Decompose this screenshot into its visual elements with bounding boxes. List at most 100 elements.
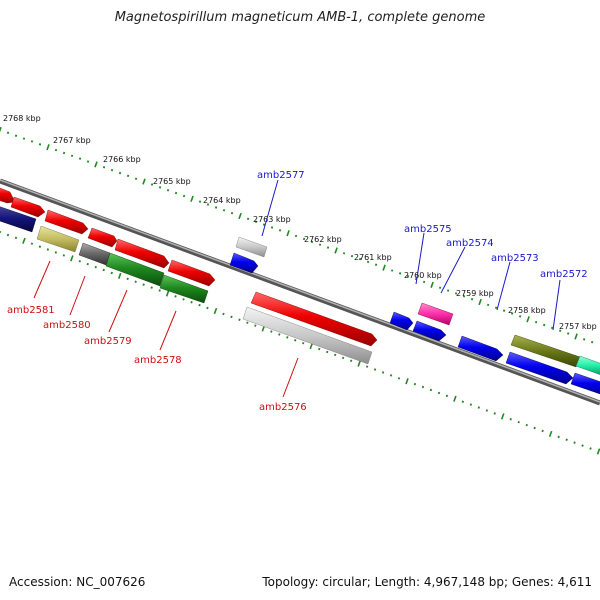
ruler-minor-tick xyxy=(502,309,506,312)
gene-amb2580-box[interactable] xyxy=(36,225,80,253)
ruler-minor-tick xyxy=(342,252,346,255)
ruler-minor-tick xyxy=(397,377,401,380)
gene-amb2581-box[interactable] xyxy=(0,205,37,233)
gene-amb2578-box[interactable] xyxy=(159,274,209,304)
ruler-minor-tick xyxy=(142,283,145,286)
ruler-minor-tick xyxy=(294,234,298,238)
connector-amb2573 xyxy=(496,261,511,311)
ruler-major-tick xyxy=(0,126,2,133)
gene-blue-arrow[interactable] xyxy=(229,252,259,274)
ruler-minor-tick xyxy=(349,359,353,363)
ruler-minor-tick xyxy=(406,275,410,278)
ruler-minor-tick xyxy=(86,262,89,266)
ruler-minor-tick xyxy=(206,306,209,310)
ruler-minor-tick xyxy=(413,382,417,386)
gene-label-amb2573[interactable]: amb2573 xyxy=(491,253,539,264)
ruler-minor-tick xyxy=(174,191,178,195)
gene-amb2579-green-box[interactable] xyxy=(105,252,165,287)
ruler-minor-tick xyxy=(110,271,113,275)
gene-amb2575-arrow[interactable] xyxy=(389,311,414,331)
gene-label-amb2579[interactable]: amb2579 xyxy=(84,336,132,347)
ruler-major-tick xyxy=(357,360,361,367)
gene-label-amb2578[interactable]: amb2578 xyxy=(134,355,182,366)
ruler-minor-tick xyxy=(38,245,42,248)
ruler-minor-tick xyxy=(493,412,496,415)
gene-red-arrow[interactable] xyxy=(87,227,118,248)
gene-amb2576-silver-box[interactable] xyxy=(242,306,373,365)
gene-label-amb2572[interactable]: amb2572 xyxy=(540,269,588,280)
ruler-minor-tick xyxy=(525,423,528,427)
connector-amb2574 xyxy=(440,246,466,294)
ruler-minor-tick xyxy=(62,254,66,257)
ruler-minor-tick xyxy=(358,257,362,261)
ruler-minor-tick xyxy=(102,165,106,169)
ruler-minor-tick xyxy=(341,356,345,360)
ruler-minor-tick xyxy=(590,340,594,344)
minus-strand-genes xyxy=(0,205,373,365)
gene-red-arrow[interactable] xyxy=(44,209,89,235)
ruler-minor-tick xyxy=(494,306,498,309)
gene-blue-arrow[interactable] xyxy=(412,320,447,342)
connector-amb2572 xyxy=(552,279,561,331)
map-title: Magnetospirillum magneticum AMB-1, compl… xyxy=(114,10,486,25)
connector-amb2581 xyxy=(33,260,51,299)
ruler-minor-tick xyxy=(182,194,186,198)
ruler-major-tick xyxy=(596,448,600,455)
gene-blue-arrow[interactable] xyxy=(570,372,600,396)
gene-amb2579-box[interactable] xyxy=(78,242,111,266)
gene-label-amb2577[interactable]: amb2577 xyxy=(257,170,305,181)
ruler-major-tick xyxy=(574,333,578,340)
gene-label-amb2574[interactable]: amb2574 xyxy=(446,238,494,249)
gene-blue-arrow[interactable] xyxy=(457,335,504,362)
ruler-minor-tick xyxy=(206,203,210,206)
ruler-major-tick xyxy=(46,144,50,151)
gene-amb2572-box[interactable] xyxy=(575,355,600,375)
ruler-minor-tick xyxy=(46,248,50,251)
genome-summary-text: Topology: circular; Length: 4,967,148 bp… xyxy=(262,575,592,589)
gene-amb2576-arrow[interactable] xyxy=(250,291,378,347)
ruler-major-tick xyxy=(382,264,386,271)
gene-label-amb2580[interactable]: amb2580 xyxy=(43,320,91,331)
ruler-minor-tick xyxy=(310,240,314,244)
ruler-minor-tick xyxy=(565,438,568,442)
ruler-minor-tick xyxy=(254,324,257,327)
ruler-label: 2761 kbp xyxy=(354,253,392,262)
gene-blue-arrow[interactable] xyxy=(505,351,574,385)
ruler-minor-tick xyxy=(158,289,161,292)
gene-label-amb2576[interactable]: amb2576 xyxy=(259,402,307,413)
gene-amb2573-box[interactable] xyxy=(510,334,581,368)
ruler-major-tick xyxy=(430,281,434,288)
ruler-major-tick xyxy=(70,255,74,262)
gene-label-amb2575[interactable]: amb2575 xyxy=(404,224,452,235)
gene-amb2577-box[interactable] xyxy=(235,236,268,258)
ruler-minor-tick xyxy=(254,220,258,224)
ruler-minor-tick xyxy=(517,420,520,424)
ruler-minor-tick xyxy=(174,295,177,298)
ruler-minor-tick xyxy=(126,277,129,281)
ruler-minor-tick xyxy=(437,391,441,395)
ruler-major-tick xyxy=(334,247,338,254)
ruler-major-tick xyxy=(117,272,122,279)
ruler-minor-tick xyxy=(14,236,18,240)
gene-labels-top: amb2577 amb2575 amb2574 amb2573 amb2572 xyxy=(257,170,588,280)
ruler-minor-tick xyxy=(389,374,393,377)
ruler-minor-tick xyxy=(318,347,321,351)
gene-label-amb2581[interactable]: amb2581 xyxy=(7,305,55,316)
ruler-major-tick xyxy=(165,290,170,297)
ruler-major-tick xyxy=(142,178,146,185)
ruler-minor-tick xyxy=(246,321,249,324)
ruler-label: 2767 kbp xyxy=(53,136,91,145)
ruler-minor-tick xyxy=(222,312,225,316)
gene-amb2583-arrow[interactable] xyxy=(0,186,16,204)
ruler-minor-tick xyxy=(350,254,354,258)
ruler-label: 2760 kbp xyxy=(404,271,442,280)
gene-red-arrow[interactable] xyxy=(114,238,170,269)
gene-amb2582-arrow[interactable] xyxy=(10,196,46,218)
ruler-minor-tick xyxy=(22,137,26,140)
gene-red-arrow[interactable] xyxy=(167,259,216,287)
ruler-minor-tick xyxy=(214,206,218,209)
ruler-minor-tick xyxy=(438,286,442,289)
ruler-minor-tick xyxy=(534,320,538,324)
gene-amb2574-box[interactable] xyxy=(417,302,454,326)
